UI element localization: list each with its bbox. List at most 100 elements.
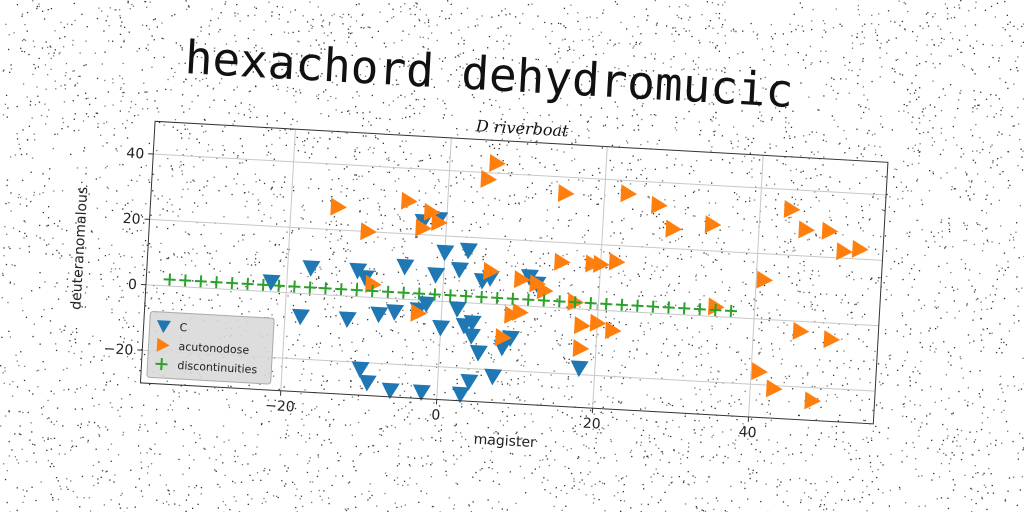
noise-dot [111, 312, 113, 314]
noise-dot [29, 104, 31, 106]
noise-dot [933, 235, 935, 238]
noise-dot [857, 468, 860, 471]
noise-dot [704, 510, 707, 512]
noise-dot [9, 282, 11, 284]
noise-dot [788, 122, 790, 124]
noise-dot [17, 462, 20, 464]
noise-dot [849, 61, 851, 64]
noise-dot [31, 431, 33, 433]
noise-dot [64, 75, 66, 77]
noise-dot [314, 408, 316, 410]
noise-dot [452, 454, 455, 456]
noise-dot [567, 50, 569, 52]
noise-dot [583, 483, 585, 485]
noise-dot [975, 472, 977, 475]
noise-dot [611, 401, 614, 404]
noise-dot [604, 124, 607, 126]
noise-dot [643, 488, 645, 490]
noise-dot [645, 183, 647, 185]
noise-dot [879, 57, 881, 59]
noise-dot [118, 9, 121, 11]
noise-dot [286, 67, 288, 69]
noise-dot [397, 96, 399, 98]
noise-dot [779, 314, 781, 316]
noise-dot [423, 130, 425, 132]
noise-dot [444, 102, 446, 105]
noise-dot [413, 112, 416, 115]
noise-dot [640, 158, 642, 161]
noise-dot [601, 354, 603, 356]
noise-dot [887, 10, 890, 12]
noise-dot [17, 196, 19, 199]
noise-dot [25, 235, 28, 237]
noise-dot [712, 261, 714, 263]
noise-dot [696, 507, 698, 509]
noise-dot [1003, 341, 1005, 344]
noise-dot [818, 188, 820, 190]
noise-dot [365, 242, 367, 244]
noise-dot [570, 343, 573, 345]
noise-dot [756, 439, 758, 441]
noise-dot [943, 452, 945, 455]
noise-dot [966, 173, 968, 175]
noise-dot [333, 216, 336, 218]
noise-dot [623, 85, 625, 87]
noise-dot [768, 176, 771, 178]
noise-dot [874, 29, 877, 31]
noise-dot [878, 381, 881, 383]
noise-dot [861, 205, 863, 208]
noise-dot [351, 396, 354, 398]
noise-dot [598, 429, 600, 431]
noise-dot [292, 118, 294, 120]
noise-dot [566, 449, 568, 451]
noise-dot [66, 229, 68, 232]
noise-dot [561, 39, 564, 41]
noise-dot [30, 171, 32, 173]
noise-dot [611, 356, 614, 358]
noise-dot [470, 289, 473, 291]
noise-dot [655, 32, 657, 35]
noise-dot [857, 82, 859, 85]
noise-dot [163, 293, 165, 295]
noise-dot [680, 438, 683, 441]
noise-dot [948, 463, 950, 465]
noise-dot [785, 121, 787, 123]
noise-dot [817, 109, 819, 111]
noise-dot [16, 133, 18, 135]
noise-dot [283, 386, 285, 388]
noise-dot [633, 45, 635, 47]
noise-dot [957, 434, 959, 436]
noise-dot [822, 139, 825, 141]
noise-dot [839, 181, 841, 183]
noise-dot [918, 270, 921, 272]
noise-dot [645, 256, 647, 258]
noise-dot [271, 314, 273, 316]
noise-dot [1001, 411, 1003, 413]
noise-dot [465, 438, 467, 441]
noise-dot [445, 460, 447, 462]
noise-dot [540, 325, 542, 327]
noise-dot [1009, 21, 1011, 23]
noise-dot [623, 218, 625, 220]
noise-dot [1022, 437, 1024, 439]
noise-dot [518, 62, 520, 64]
noise-dot [56, 510, 58, 512]
noise-dot [461, 74, 463, 76]
noise-dot [952, 38, 954, 40]
noise-dot [969, 186, 971, 188]
noise-dot [642, 483, 644, 486]
noise-dot [582, 54, 585, 57]
noise-dot [646, 19, 648, 21]
noise-dot [117, 409, 119, 411]
noise-dot [235, 392, 237, 394]
noise-dot [122, 92, 124, 94]
noise-dot [391, 424, 393, 427]
noise-dot [613, 294, 615, 296]
noise-dot [614, 43, 616, 45]
noise-dot [1, 272, 4, 275]
noise-dot [499, 279, 501, 281]
noise-dot [429, 170, 431, 172]
noise-dot [240, 481, 243, 483]
noise-dot [965, 239, 967, 242]
noise-dot [823, 156, 825, 158]
